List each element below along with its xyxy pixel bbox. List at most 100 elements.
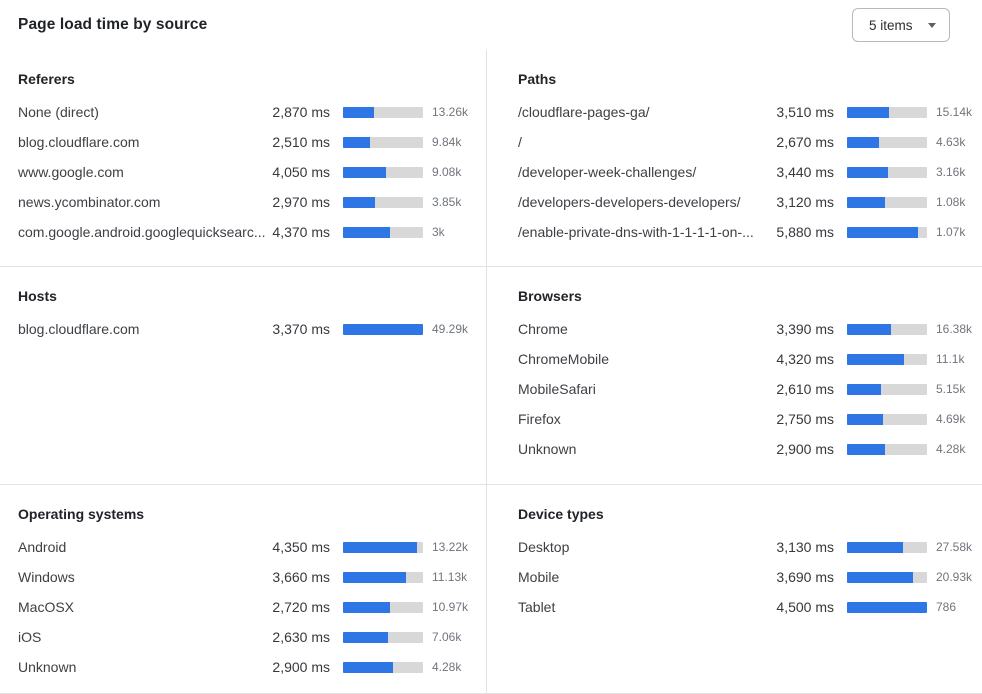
panel-title: Operating systems: [18, 506, 145, 522]
row-load-time: 3,690 ms: [776, 569, 834, 585]
panel-hosts: Hosts blog.cloudflare.com 3,370 ms 49.29…: [0, 267, 486, 485]
panel-title: Hosts: [18, 288, 57, 304]
row-count: 20.93k: [936, 570, 973, 584]
row-bar-track: [847, 541, 927, 553]
metric-row: / 2,670 ms 4.63k: [518, 127, 974, 157]
row-bar-fill: [847, 443, 885, 455]
row-load-time: 2,750 ms: [776, 411, 834, 427]
row-label: /cloudflare-pages-ga/: [518, 104, 650, 120]
row-count: 7.06k: [432, 630, 462, 644]
row-bar-fill: [847, 106, 890, 118]
row-bar-fill: [847, 413, 884, 425]
panel-title: Paths: [518, 71, 557, 87]
row-load-time: 2,720 ms: [272, 599, 330, 615]
row-load-time: 3,440 ms: [776, 164, 834, 180]
row-load-time: 4,500 ms: [776, 599, 834, 615]
row-label: Mobile: [518, 569, 560, 585]
row-bar-track: [847, 601, 927, 613]
widget-header: Page load time by source 5 items: [0, 0, 982, 50]
metric-row: /developer-week-challenges/ 3,440 ms 3.1…: [518, 157, 974, 187]
row-count: 1.08k: [936, 195, 966, 209]
row-bar-track: [847, 353, 927, 365]
row-bar-fill: [847, 383, 882, 395]
row-label: com.google.android.googlequicksearc...: [18, 224, 266, 240]
row-bar-track: [847, 571, 927, 583]
row-bar-fill: [343, 226, 390, 238]
panel-rows: Chrome 3,390 ms 16.38k ChromeMobile 4,32…: [518, 314, 974, 464]
row-label: Unknown: [18, 659, 77, 675]
row-bar-fill: [847, 136, 880, 148]
row-load-time: 3,390 ms: [776, 321, 834, 337]
row-count: 1.07k: [936, 225, 966, 239]
row-load-time: 3,120 ms: [776, 194, 834, 210]
metric-row: MobileSafari 2,610 ms 5.15k: [518, 374, 974, 404]
panel-operating-systems: Operating systems Android 4,350 ms 13.22…: [0, 485, 486, 694]
panel-referers: Referers None (direct) 2,870 ms 13.26k b…: [0, 50, 486, 267]
row-label: Tablet: [518, 599, 556, 615]
row-label: None (direct): [18, 104, 99, 120]
row-bar-fill: [343, 323, 423, 335]
row-bar-fill: [847, 196, 885, 208]
metric-row: blog.cloudflare.com 3,370 ms 49.29k: [18, 314, 470, 344]
row-count: 4.69k: [936, 412, 966, 426]
row-bar-track: [847, 196, 927, 208]
row-label: MacOSX: [18, 599, 75, 615]
metric-row: Desktop 3,130 ms 27.58k: [518, 532, 974, 562]
row-count: 10.97k: [432, 600, 469, 614]
row-bar-track: [847, 413, 927, 425]
row-load-time: 2,670 ms: [776, 134, 834, 150]
metric-row: /enable-private-dns-with-1-1-1-1-on-... …: [518, 217, 974, 247]
row-load-time: 2,510 ms: [272, 134, 330, 150]
metric-row: www.google.com 4,050 ms 9.08k: [18, 157, 470, 187]
row-count: 27.58k: [936, 540, 973, 554]
row-bar-fill: [847, 166, 889, 178]
row-count: 16.38k: [936, 322, 973, 336]
items-count-dropdown-value: 5 items: [869, 17, 913, 33]
metric-row: news.ycombinator.com 2,970 ms 3.85k: [18, 187, 470, 217]
row-bar-fill: [847, 226, 918, 238]
metric-row: com.google.android.googlequicksearc... 4…: [18, 217, 470, 247]
row-label: Chrome: [518, 321, 568, 337]
row-bar-fill: [847, 541, 903, 553]
row-bar-track: [343, 571, 423, 583]
row-load-time: 2,630 ms: [272, 629, 330, 645]
metric-row: /cloudflare-pages-ga/ 3,510 ms 15.14k: [518, 97, 974, 127]
row-load-time: 3,370 ms: [272, 321, 330, 337]
items-count-dropdown[interactable]: 5 items: [852, 8, 950, 42]
row-bar-track: [847, 443, 927, 455]
row-load-time: 5,880 ms: [776, 224, 834, 240]
panel-rows: /cloudflare-pages-ga/ 3,510 ms 15.14k / …: [518, 97, 974, 247]
row-label: blog.cloudflare.com: [18, 134, 140, 150]
row-bar-track: [343, 541, 423, 553]
metric-row: Android 4,350 ms 13.22k: [18, 532, 470, 562]
row-count: 11.1k: [936, 352, 965, 366]
metric-row: /developers-developers-developers/ 3,120…: [518, 187, 974, 217]
row-load-time: 3,510 ms: [776, 104, 834, 120]
row-label: /: [518, 134, 522, 150]
row-load-time: 4,370 ms: [272, 224, 330, 240]
row-bar-track: [343, 323, 423, 335]
row-count: 4.28k: [936, 442, 966, 456]
row-count: 4.28k: [432, 660, 462, 674]
chevron-down-icon: [928, 22, 936, 28]
panel-device-types: Device types Desktop 3,130 ms 27.58k Mob…: [486, 485, 982, 694]
row-bar-track: [343, 106, 423, 118]
row-label: Desktop: [518, 539, 570, 555]
metric-row: None (direct) 2,870 ms 13.26k: [18, 97, 470, 127]
panel-rows: Android 4,350 ms 13.22k Windows 3,660 ms…: [18, 532, 470, 682]
metric-row: blog.cloudflare.com 2,510 ms 9.84k: [18, 127, 470, 157]
row-bar-track: [847, 226, 927, 238]
row-bar-track: [343, 226, 423, 238]
panel-rows: None (direct) 2,870 ms 13.26k blog.cloud…: [18, 97, 470, 247]
metric-row: Unknown 2,900 ms 4.28k: [518, 434, 974, 464]
page-title: Page load time by source: [18, 16, 208, 33]
metric-row: MacOSX 2,720 ms 10.97k: [18, 592, 470, 622]
row-count: 4.63k: [936, 135, 966, 149]
row-bar-track: [343, 631, 423, 643]
panel-title: Device types: [518, 506, 604, 522]
row-count: 49.29k: [432, 322, 469, 336]
row-bar-track: [343, 166, 423, 178]
row-load-time: 4,320 ms: [776, 351, 834, 367]
metric-row: Unknown 2,900 ms 4.28k: [18, 652, 470, 682]
row-label: iOS: [18, 629, 42, 645]
